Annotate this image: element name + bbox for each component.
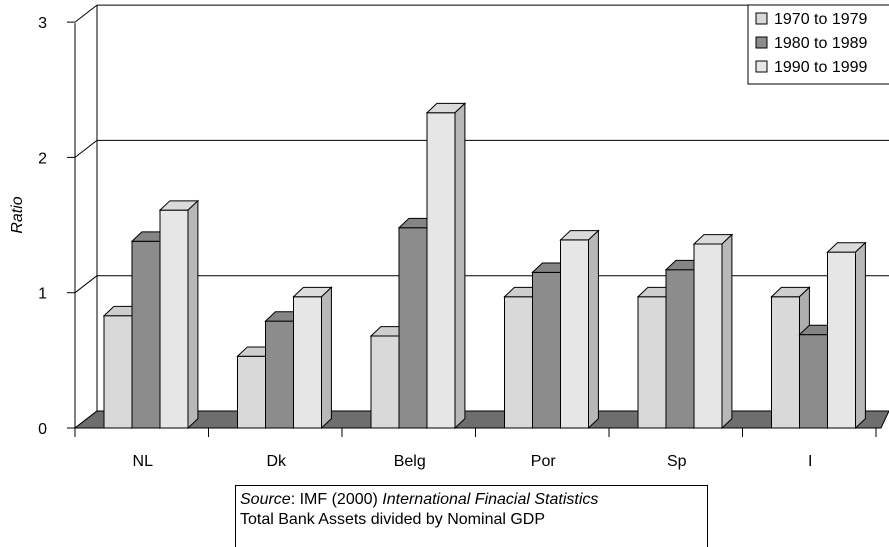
y-tick-label: 1 — [38, 286, 47, 303]
bar-side — [454, 102, 466, 430]
legend-label: 1980 to 1989 — [774, 35, 868, 52]
bar-side — [588, 229, 599, 430]
y-tick-label: 0 — [38, 421, 47, 438]
bar-Dk-1990-to-1999 — [292, 286, 333, 430]
bar-side — [855, 241, 866, 430]
bar-front — [293, 296, 322, 429]
legend-label: 1970 to 1979 — [774, 11, 868, 28]
source-publication-title: International Finacial Statistics — [382, 491, 599, 508]
bar-I-1990-to-1999 — [826, 241, 867, 430]
bar-layer — [102, 102, 867, 430]
y-tick-label: 2 — [38, 150, 47, 167]
legend-swatch — [755, 12, 768, 25]
x-tick-label: Sp — [667, 453, 687, 470]
x-tick-label: Por — [531, 453, 557, 470]
legend: 1970 to 1979 1980 to 1989 1990 to 1999 — [747, 4, 889, 85]
bar-NL-1990-to-1999 — [158, 199, 200, 430]
gridline-depth — [74, 275, 98, 294]
source-label: Source — [240, 491, 291, 508]
bar-front — [131, 240, 161, 429]
legend-swatch — [755, 60, 768, 73]
x-tick-label: NL — [133, 453, 154, 470]
bar-front — [370, 335, 400, 429]
legend-box — [747, 4, 889, 85]
bar-side — [187, 199, 199, 430]
x-tick-label: Belg — [394, 453, 426, 470]
bar-front — [560, 239, 589, 429]
source-text: : IMF (2000) — [290, 491, 383, 508]
source-note: Source: IMF (2000) International Finacia… — [235, 485, 708, 547]
bar-front — [237, 355, 266, 429]
bar-front — [665, 269, 695, 429]
bar-front — [799, 334, 828, 429]
bar-front — [103, 315, 133, 429]
bar-side — [321, 286, 332, 430]
bar-front — [532, 271, 561, 429]
x-tick-label: I — [808, 453, 812, 470]
bar-front — [637, 296, 667, 429]
bar-front — [771, 296, 800, 429]
bar-front — [159, 209, 189, 429]
bar-front — [693, 243, 723, 429]
gridline-depth — [74, 140, 98, 158]
bar-front — [265, 320, 294, 429]
bar-front — [426, 112, 456, 429]
source-line-2: Total Bank Assets divided by Nominal GDP — [240, 511, 546, 528]
y-tick-label: 3 — [38, 15, 47, 32]
x-tick-label: Dk — [266, 453, 287, 470]
y-axis-title: Ratio — [9, 196, 26, 233]
gridline-depth — [74, 4, 98, 23]
bar-front — [398, 227, 428, 429]
grid-layer — [74, 4, 889, 429]
bar-front — [504, 296, 533, 429]
axis-layer: 0 1 2 3 NL Dk Belg Por Sp I — [38, 15, 881, 470]
bar-Por-1990-to-1999 — [559, 229, 600, 430]
bar-side — [721, 233, 733, 430]
bar-Belg-1990-to-1999 — [425, 102, 467, 430]
bar-front — [827, 251, 856, 429]
legend-swatch — [755, 36, 768, 49]
source-line-1: Source: IMF (2000) International Finacia… — [240, 490, 707, 510]
bar-Sp-1990-to-1999 — [692, 233, 734, 430]
legend-label: 1990 to 1999 — [774, 59, 868, 76]
